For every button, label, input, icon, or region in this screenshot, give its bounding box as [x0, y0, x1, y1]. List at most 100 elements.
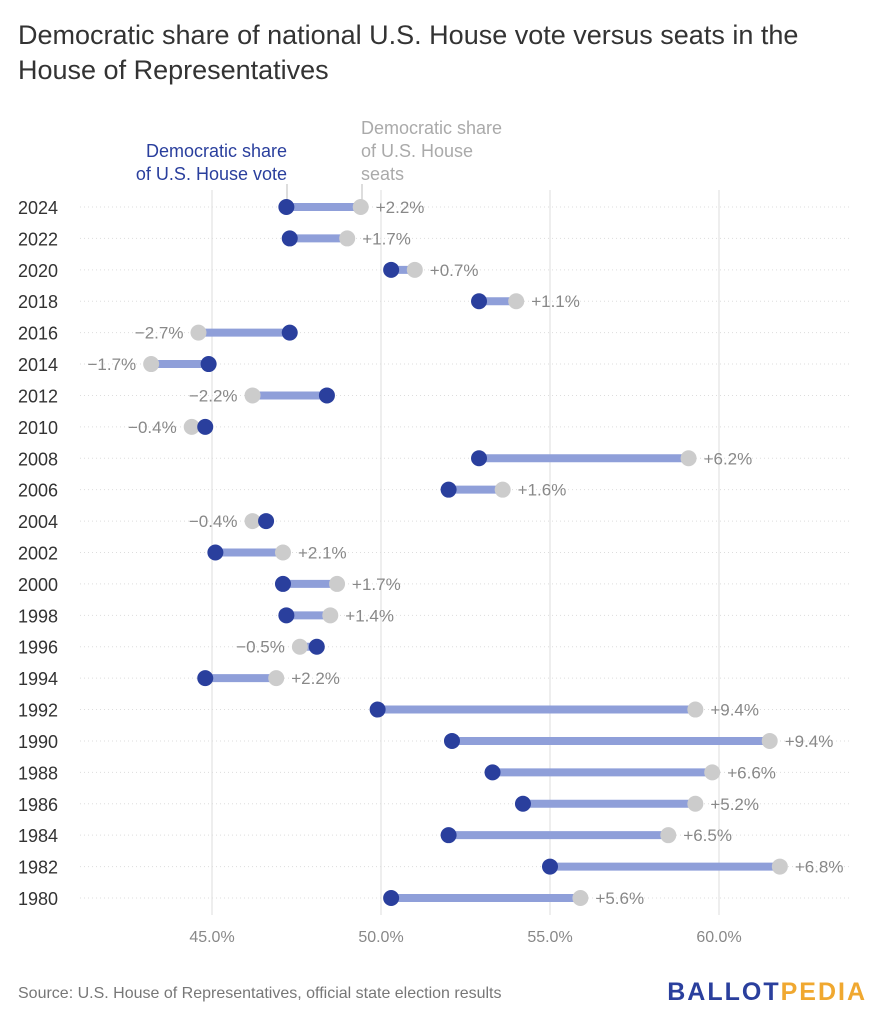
- difference-label: +5.6%: [595, 889, 644, 908]
- seats-point: [687, 795, 704, 812]
- seats-point: [704, 764, 721, 781]
- source-note: Source: U.S. House of Representatives, o…: [18, 985, 502, 1002]
- seats-point: [406, 261, 423, 278]
- seats-point: [268, 670, 285, 687]
- seats-point: [244, 387, 261, 404]
- difference-label: −2.7%: [135, 324, 184, 343]
- difference-label: −0.4%: [128, 418, 177, 437]
- vote-point: [440, 481, 457, 498]
- vote-point: [258, 513, 275, 530]
- year-label: 1988: [18, 763, 58, 783]
- difference-label: +6.6%: [727, 763, 776, 782]
- difference-label: +1.1%: [531, 292, 580, 311]
- vote-point: [484, 764, 501, 781]
- seats-point: [190, 324, 207, 341]
- year-label: 2018: [18, 292, 58, 312]
- seats-point: [183, 418, 200, 435]
- difference-label: +0.7%: [430, 261, 479, 280]
- difference-label: +2.2%: [291, 669, 340, 688]
- difference-label: +9.4%: [710, 701, 759, 720]
- difference-label: +6.8%: [795, 858, 844, 877]
- difference-label: +2.2%: [376, 198, 425, 217]
- vote-point: [383, 261, 400, 278]
- difference-label: +1.6%: [518, 481, 567, 500]
- year-label: 2014: [18, 355, 58, 375]
- seats-point: [244, 513, 261, 530]
- vote-point: [383, 890, 400, 906]
- year-label: 2024: [18, 198, 58, 218]
- difference-label: +1.4%: [345, 606, 394, 625]
- year-label: 1996: [18, 638, 58, 658]
- year-label: 1982: [18, 858, 58, 878]
- difference-label: +6.5%: [683, 826, 732, 845]
- vote-point: [369, 701, 386, 718]
- x-tick-label: 50.0%: [358, 929, 403, 946]
- year-label: 2000: [18, 575, 58, 595]
- year-label: 1992: [18, 701, 58, 721]
- year-label: 2002: [18, 544, 58, 564]
- ballotpedia-logo: BALLOTPEDIA: [667, 978, 867, 1007]
- year-label: 2004: [18, 512, 58, 532]
- year-label: 2006: [18, 481, 58, 501]
- x-tick-label: 60.0%: [696, 929, 741, 946]
- seats-point: [339, 230, 356, 247]
- logo-ballot-text: BALLOT: [667, 978, 781, 1006]
- vote-point: [471, 293, 488, 310]
- year-label: 2016: [18, 324, 58, 344]
- difference-label: −2.2%: [189, 386, 238, 405]
- difference-label: +5.2%: [710, 795, 759, 814]
- vote-point: [274, 575, 291, 592]
- year-label: 1984: [18, 826, 58, 846]
- seats-point: [143, 356, 160, 373]
- vote-point: [318, 387, 335, 404]
- seats-point: [771, 858, 788, 875]
- vote-point: [197, 670, 214, 687]
- difference-label: +1.7%: [352, 575, 401, 594]
- legend-vote-label: of U.S. House vote: [136, 164, 287, 184]
- legend-seats-label: seats: [361, 164, 404, 184]
- difference-label: +6.2%: [704, 449, 753, 468]
- difference-label: −0.4%: [189, 512, 238, 531]
- seats-point: [761, 732, 778, 749]
- x-tick-label: 55.0%: [527, 929, 572, 946]
- x-tick-label: 45.0%: [189, 929, 234, 946]
- year-label: 2010: [18, 418, 58, 438]
- seats-point: [322, 607, 339, 624]
- difference-label: +9.4%: [785, 732, 834, 751]
- year-label: 1998: [18, 606, 58, 626]
- seats-point: [660, 827, 677, 844]
- year-label: 2012: [18, 386, 58, 406]
- legend-seats-label: Democratic share: [361, 118, 502, 138]
- seats-point: [494, 481, 511, 498]
- seats-point: [572, 890, 589, 906]
- seats-point: [291, 638, 308, 655]
- difference-label: +2.1%: [298, 544, 347, 563]
- vote-point: [278, 607, 295, 624]
- year-label: 1986: [18, 795, 58, 815]
- legend-seats-label: of U.S. House: [361, 141, 473, 161]
- vote-point: [281, 230, 298, 247]
- vote-point: [443, 732, 460, 749]
- dumbbell-chart: 45.0% 50.0% 55.0% 60.0% Democratic share of U…: [18, 118, 852, 946]
- year-label: 1994: [18, 669, 58, 689]
- year-label: 2022: [18, 229, 58, 249]
- year-label: 1980: [18, 889, 58, 909]
- vote-point: [207, 544, 224, 561]
- seats-point: [687, 701, 704, 718]
- vote-point: [281, 324, 298, 341]
- vote-point: [514, 795, 531, 812]
- chart-title: Democratic share of national U.S. House …: [18, 20, 799, 85]
- difference-label: +1.7%: [362, 229, 411, 248]
- vote-point: [197, 418, 214, 435]
- seats-point: [680, 450, 697, 467]
- difference-label: −0.5%: [236, 638, 285, 657]
- year-label: 2008: [18, 449, 58, 469]
- vote-point: [542, 858, 558, 875]
- difference-label: −1.7%: [87, 355, 136, 374]
- seats-point: [329, 575, 346, 592]
- logo-pedia-text: PEDIA: [780, 978, 867, 1006]
- vote-point: [278, 199, 295, 215]
- vote-point: [440, 827, 457, 844]
- year-label: 1990: [18, 732, 58, 752]
- vote-point: [200, 356, 217, 373]
